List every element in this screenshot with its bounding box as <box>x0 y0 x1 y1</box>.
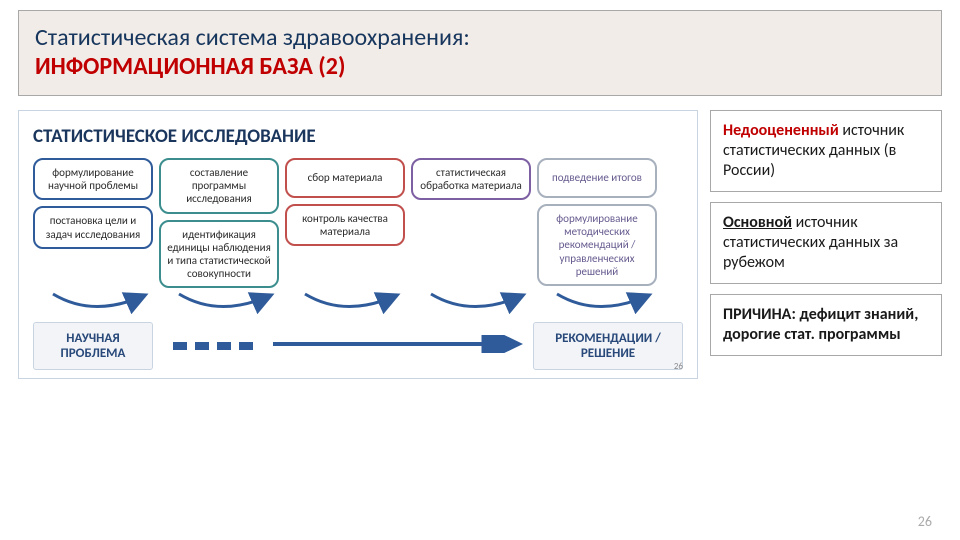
side-box: Недооцененный источник статистических да… <box>710 110 942 192</box>
title-line1: Статистическая система здравоохранения: <box>35 23 925 52</box>
dot <box>195 342 209 350</box>
connector-row <box>33 290 683 314</box>
diagram-heading: СТАТИСТИЧЕСКОЕ ИССЛЕДОВАНИЕ <box>33 125 683 148</box>
bottom-row: НАУЧНАЯ ПРОБЛЕМА РЕКОМЕНДАЦИИ / РЕШЕНИ <box>33 322 683 370</box>
inner-page-number: 26 <box>674 361 683 372</box>
side-box: Основной источник статистических данных … <box>710 202 942 284</box>
stage-box: составление программы исследования <box>159 158 279 214</box>
side-column: Недооцененный источник статистических да… <box>710 110 942 379</box>
stage-col: сбор материала контроль качества материал… <box>285 158 405 288</box>
title-box: Статистическая система здравоохранения: … <box>18 10 942 96</box>
main-row: СТАТИСТИЧЕСКОЕ ИССЛЕДОВАНИЕ формулирован… <box>18 110 942 379</box>
dot <box>173 342 187 350</box>
stage-box: постановка цели и задач исследования <box>33 206 153 248</box>
stage-box: подведение итогов <box>537 158 657 198</box>
connector-arrow <box>537 290 657 314</box>
stage-col: формулирование научной проблемы постановк… <box>33 158 153 288</box>
connector-arrow <box>285 290 405 314</box>
dot <box>217 342 231 350</box>
stage-box: формулирование научной проблемы <box>33 158 153 200</box>
stage-box: контроль качества материала <box>285 204 405 246</box>
bottom-left-box: НАУЧНАЯ ПРОБЛЕМА <box>33 322 153 370</box>
diagram-panel: СТАТИСТИЧЕСКОЕ ИССЛЕДОВАНИЕ формулирован… <box>18 110 698 379</box>
dot <box>239 342 253 350</box>
stage-col: подведение итогов формулирование методиче… <box>537 158 657 288</box>
stage-col: составление программы исследования иденти… <box>159 158 279 288</box>
stage-box: сбор материала <box>285 158 405 198</box>
dots <box>173 342 253 350</box>
stage-row: формулирование научной проблемы постановк… <box>33 158 683 288</box>
bottom-right-box: РЕКОМЕНДАЦИИ / РЕШЕНИЕ <box>533 322 683 370</box>
slide-number: 26 <box>918 513 932 530</box>
side-box: ПРИЧИНА: дефицит знаний, дорогие стат. п… <box>710 294 942 356</box>
connector-arrow <box>159 290 279 314</box>
stage-box: идентификация единицы наблюдения и типа … <box>159 220 279 289</box>
title-line2: ИНФОРМАЦИОННАЯ БАЗА (2) <box>35 52 925 81</box>
connector-arrow <box>33 290 153 314</box>
stage-col: статистическая обработка материала <box>411 158 531 288</box>
stage-box: статистическая обработка материала <box>411 158 531 200</box>
connector-arrow <box>411 290 531 314</box>
long-arrow <box>273 335 523 358</box>
stage-box: формулирование методических рекомендаций… <box>537 204 657 286</box>
